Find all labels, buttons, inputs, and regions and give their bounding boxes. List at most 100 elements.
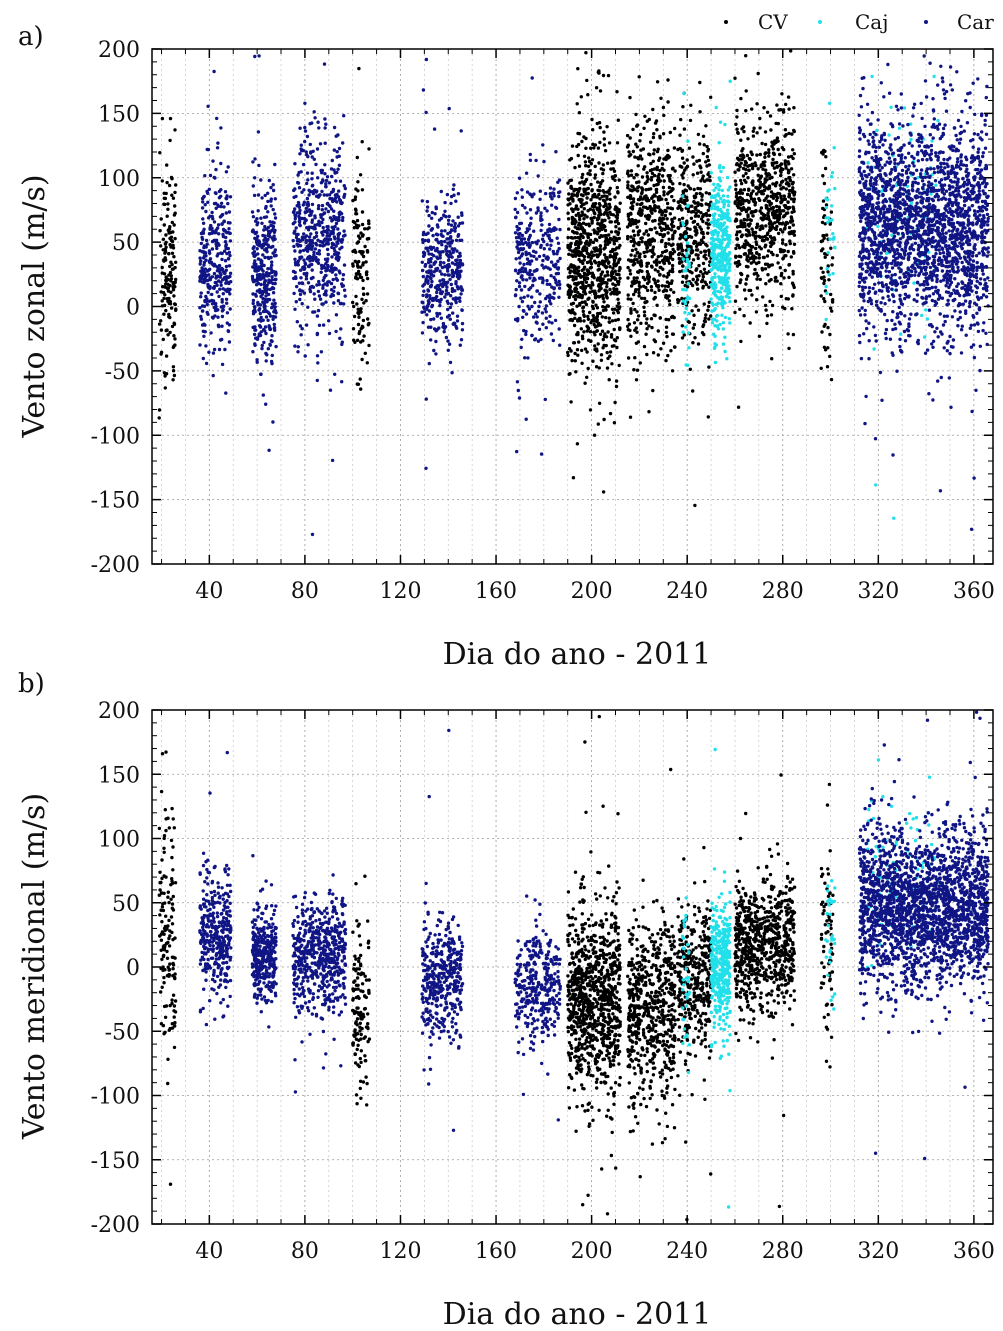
panel-a-point-cv-2062	[702, 332, 706, 337]
panel-a-point-car-739	[299, 143, 303, 147]
panel-a-point-car-737	[332, 252, 337, 256]
panel-a-point-cv-471	[593, 249, 597, 253]
panel-a-point-cv-1659	[664, 241, 668, 246]
panel-a-point-caj-433	[827, 273, 831, 277]
panel-a-point-cv-2562	[779, 294, 783, 299]
panel-a-point-car-1415	[445, 263, 449, 268]
panel-a-point-cv-2705	[785, 221, 790, 225]
panel-a-point-cv-2646	[792, 173, 796, 177]
panel-a-point-cv-2529	[754, 310, 759, 314]
panel-a-point-cv-965	[578, 217, 582, 222]
panel-a-point-cv-2662	[735, 237, 740, 241]
panel-a-point-cv-2670	[767, 151, 771, 155]
panel-a-point-cv-1998	[705, 164, 709, 168]
panel-a-point-cv-2752	[789, 215, 793, 219]
panel-a-point-cv-2728	[775, 279, 779, 283]
panel-a-point-cv-17	[159, 217, 163, 221]
panel-a-point-caj-284	[720, 298, 724, 302]
panel-a-point-car-198	[198, 256, 202, 260]
panel-a-point-cv-1256	[672, 146, 677, 150]
panel-a-point-car-1126	[306, 281, 311, 285]
panel-a-point-cv-2146	[746, 274, 750, 278]
panel-a-point-car-823	[335, 150, 339, 154]
panel-a-point-cv-2091	[702, 319, 707, 323]
panel-a-point-cv-1269	[651, 159, 655, 163]
panel-a-point-cv-2021	[680, 165, 684, 169]
panel-a-point-cv-1721	[669, 288, 673, 292]
panel-a-point-cv-2363	[743, 199, 747, 203]
panel-a-point-car-601	[273, 273, 278, 277]
panel-a-point-cv-928	[614, 277, 618, 281]
panel-a-point-car-105	[217, 232, 221, 236]
panel-a-point-cv-2791	[733, 310, 737, 315]
panel-a-point-cv-1643	[637, 75, 641, 79]
panel-a-point-car-1139	[325, 234, 329, 238]
panel-a-point-car-1219	[324, 300, 328, 304]
panel-a-point-caj-483	[889, 105, 893, 110]
panel-a-point-car-82	[204, 209, 208, 214]
panel-a-point-cv-2263	[758, 126, 762, 130]
panel-a-point-cv-1182	[662, 179, 666, 183]
panel-a-point-caj-388	[714, 302, 719, 307]
panel-a-point-caj-447	[827, 101, 832, 105]
panel-a-point-cv-1040	[604, 202, 608, 206]
panel-a-point-cv-2688	[739, 96, 743, 101]
panel-a-point-cv-2796	[788, 230, 792, 235]
panel-a-point-car-767	[336, 167, 340, 171]
panel-a-point-cv-11	[173, 302, 177, 306]
panel-a-point-caj-414	[709, 253, 714, 257]
panel-a-point-car-1114	[327, 331, 332, 336]
panel-a-point-car-54	[208, 173, 213, 178]
panel-a-point-cv-272	[367, 219, 371, 223]
panel-a-point-cv-1083	[596, 312, 600, 316]
panel-a-point-car-316	[228, 271, 233, 275]
panel-a-point-cv-250	[359, 231, 363, 235]
panel-a-point-cv-1518	[655, 167, 659, 172]
panel-a-point-cv-2392	[734, 246, 738, 251]
panel-a-point-caj-329	[717, 141, 721, 145]
panel-a-point-cv-252	[356, 311, 360, 315]
panel-a-point-cv-1156	[600, 179, 605, 183]
panel-a-point-cv-1789	[698, 80, 702, 85]
panel-a-point-cv-1157	[569, 196, 573, 200]
panel-a-point-cv-1717	[670, 207, 675, 211]
panel-a-point-caj-358	[712, 188, 716, 192]
panel-a-point-caj-502	[912, 281, 916, 285]
panel-a-point-cv-845	[605, 304, 610, 308]
panel-a-point-car-1206	[328, 237, 333, 242]
panel-a-point-cv-28	[168, 116, 173, 121]
panel-a-point-cv-2336	[786, 95, 791, 99]
panel-a-point-car-135	[214, 167, 218, 172]
panel-a-point-cv-1005	[617, 301, 621, 305]
panel-a-point-car-1200	[315, 147, 320, 151]
panel-a-point-cv-1137	[602, 130, 606, 134]
panel-a-point-cv-2027	[688, 367, 692, 371]
panel-a-point-car-1298	[432, 317, 436, 321]
panel-a-point-cv-273	[359, 250, 364, 254]
panel-a-point-cv-2641	[775, 181, 779, 185]
panel-a-point-cv-1611	[660, 238, 664, 243]
panel-a-point-car-314	[202, 280, 206, 285]
panel-a-point-cv-2081	[690, 283, 695, 288]
panel-a-point-car-1230	[301, 265, 305, 270]
panel-a-point-cv-856	[590, 250, 594, 254]
panel-a-point-cv-993	[584, 302, 589, 307]
panel-a-point-car-1083	[339, 201, 344, 206]
panel-a-point-cv-277	[355, 277, 360, 281]
panel-a-point-car-171	[226, 165, 230, 169]
panel-a-point-car-1362	[449, 302, 454, 306]
panel-a-point-cv-2765	[738, 154, 743, 158]
panel-a-point-cv-226	[354, 187, 358, 191]
panel-a-point-cv-1734	[656, 284, 661, 288]
panel-a-point-cv-703	[610, 238, 614, 242]
panel-a-point-cv-1342	[645, 174, 649, 179]
panel-a-point-cv-1399	[655, 231, 659, 235]
panel-a-point-cv-2593	[736, 131, 740, 135]
panel-a-point-cv-1312	[628, 95, 632, 100]
panel-a-point-caj-17	[681, 287, 685, 292]
panel-a-point-cv-2483	[781, 256, 786, 260]
panel-a-point-cv-774	[580, 234, 584, 238]
panel-a-point-car-574	[263, 234, 267, 238]
panel-a-point-cv-735	[595, 195, 599, 199]
panel-a-point-cv-2689	[772, 166, 777, 170]
